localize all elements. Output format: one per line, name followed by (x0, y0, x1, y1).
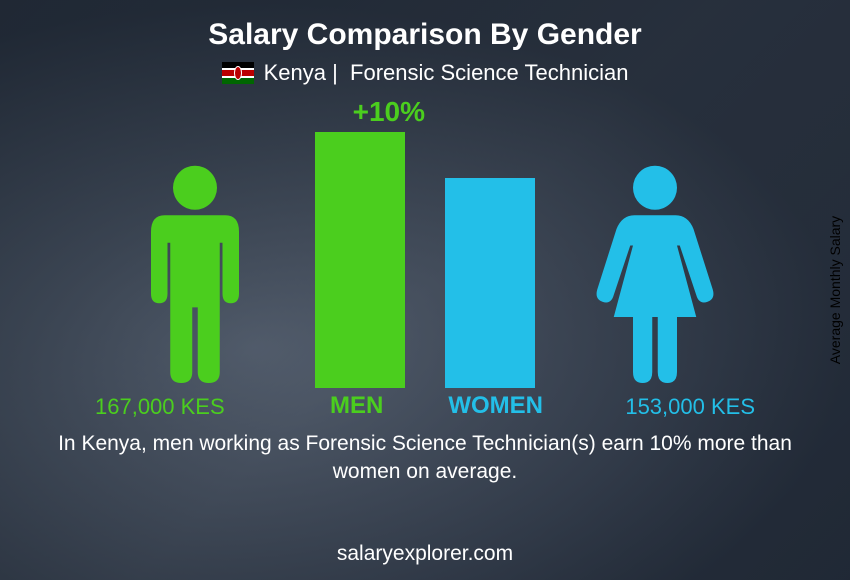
female-person-icon (585, 163, 725, 388)
description-text: In Kenya, men working as Forensic Scienc… (55, 430, 795, 487)
footer-source: salaryexplorer.com (0, 542, 850, 566)
female-bar (445, 178, 535, 388)
infographic-container: Salary Comparison By Gender Kenya | Fore… (0, 0, 850, 580)
difference-label: +10% (353, 96, 425, 128)
male-bar (315, 132, 405, 388)
side-axis-label: Average Monthly Salary (827, 216, 843, 364)
female-salary-value: 153,000 KES (625, 394, 755, 420)
separator: | (332, 60, 338, 85)
kenya-flag-icon (222, 62, 254, 84)
female-gender-label: WOMEN (448, 392, 543, 420)
job-title: Forensic Science Technician (350, 60, 628, 85)
page-title: Salary Comparison By Gender (208, 18, 641, 52)
male-person-icon (125, 163, 265, 388)
male-salary-value: 167,000 KES (95, 394, 225, 420)
side-axis-label-wrap: Average Monthly Salary (820, 0, 850, 580)
subtitle-text: Kenya | Forensic Science Technician (264, 60, 629, 86)
male-gender-label: MEN (330, 392, 383, 420)
chart-area: +10% 167,000 KES MEN WOMEN 153,000 KES (85, 96, 765, 426)
country-label: Kenya (264, 60, 326, 85)
subtitle-row: Kenya | Forensic Science Technician (222, 60, 629, 86)
